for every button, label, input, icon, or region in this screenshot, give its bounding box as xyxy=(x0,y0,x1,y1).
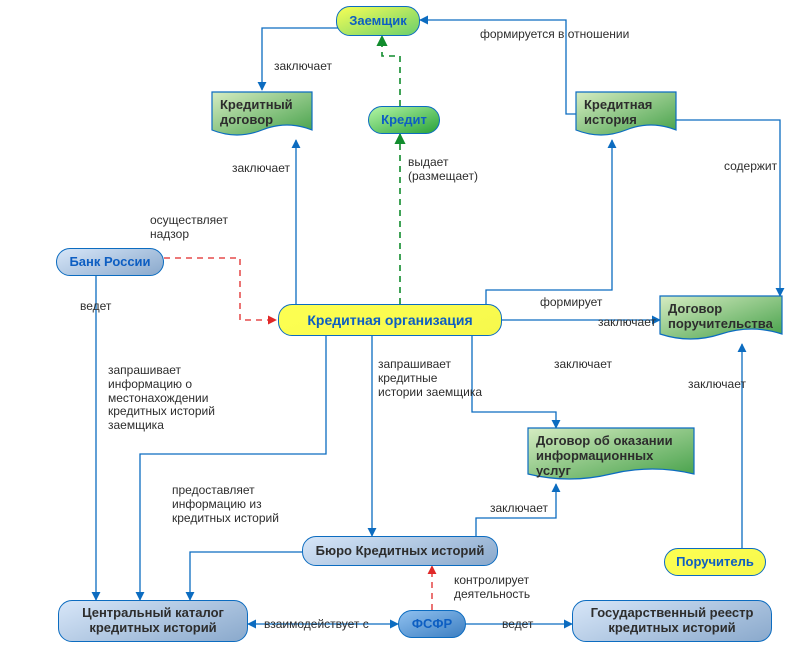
edge-label-fcfr_right-reestr: ведет xyxy=(502,618,533,632)
edge-bki_top-dogovor_info_bot xyxy=(476,484,556,536)
node-credit_org: Кредитная организация xyxy=(278,304,502,336)
edge-label-zaemshchik-dogovor_credit: заключает xyxy=(274,60,332,74)
node-label-catalog: Центральный каталог кредитных историй xyxy=(69,606,237,636)
edge-label-credit_org_bot3-dogovor_info: заключает xyxy=(554,358,612,372)
edge-label-bank_russia_right-credit_org: осуществляет надзор xyxy=(150,214,228,242)
node-label-bank_russia: Банк России xyxy=(67,255,153,270)
node-label-bki: Бюро Кредитных историй xyxy=(313,544,487,559)
node-label-poruchitel: Поручитель xyxy=(675,555,755,570)
edge-credit_org_bot1-catalog xyxy=(140,336,326,600)
node-fcfr: ФСФР xyxy=(398,610,466,638)
edge-label-bki_left-catalog_top: предоставляет информацию из кредитных ис… xyxy=(172,484,279,525)
edge-bki_left-catalog_top xyxy=(190,552,302,600)
edge-label-credit_history_right-dogovor_poruch_top: содержит xyxy=(724,160,777,174)
node-credit_history: Кредитная история xyxy=(576,92,676,140)
edge-zaemshchik_right-credit_history xyxy=(420,20,576,114)
edge-label-bank_russia_bottom-catalog: ведет xyxy=(80,300,111,314)
edge-label-fcfr_top-bki_bot: контролирует деятельность xyxy=(454,574,530,602)
node-poruchitel: Поручитель xyxy=(664,548,766,576)
node-label-reestr: Государственный реестр кредитных историй xyxy=(583,606,761,636)
node-zaemshchik: Заемщик xyxy=(336,6,420,36)
edge-label-credit_org_bot1-catalog: запрашивает информацию о местонахождении… xyxy=(108,364,215,433)
edge-label-credit_org_top1-dogovor_credit: заключает xyxy=(232,162,290,176)
edge-label-credit_org_bot2-bki: запрашивает кредитные истории заемщика xyxy=(378,358,482,399)
edge-credit_top-zaemshchik_bot xyxy=(382,36,400,106)
edge-label-fcfr_left-catalog_right: взаимодействует с xyxy=(264,618,369,632)
diagram-canvas: Заемщик Кредит Банк России Кредитная органи… xyxy=(0,0,809,663)
node-label-zaemshchik: Заемщик xyxy=(347,14,409,29)
node-reestr: Государственный реестр кредитных историй xyxy=(572,600,772,642)
node-label-credit_history: Кредитная история xyxy=(584,97,652,127)
node-label-dogovor_credit: Кредитный договор xyxy=(220,97,293,127)
node-credit: Кредит xyxy=(368,106,440,134)
edge-credit_org_bot3-dogovor_info xyxy=(472,336,556,428)
edge-zaemshchik-dogovor_credit xyxy=(262,28,338,90)
edge-label-poruchitel_top-dogovor_poruch_bot: заключает xyxy=(688,378,746,392)
node-catalog: Центральный каталог кредитных историй xyxy=(58,600,248,642)
edge-credit_history_right-dogovor_poruch_top xyxy=(676,120,780,296)
node-label-credit: Кредит xyxy=(379,113,429,128)
edge-label-credit_org_top2-credit: выдает (размещает) xyxy=(408,156,478,184)
node-dogovor_credit: Кредитный договор xyxy=(212,92,312,140)
edge-label-credit_org_top3-credit_history: формирует xyxy=(540,296,602,310)
node-label-dogovor_poruch: Договор поручительства xyxy=(668,301,773,331)
node-dogovor_info: Договор об оказании информационных услуг xyxy=(528,428,694,484)
node-label-credit_org: Кредитная организация xyxy=(289,312,491,328)
edge-label-bki_top-dogovor_info_bot: заключает xyxy=(490,502,548,516)
node-label-fcfr: ФСФР xyxy=(409,617,455,632)
node-label-dogovor_info: Договор об оказании информационных услуг xyxy=(536,433,673,478)
node-dogovor_poruch: Договор поручительства xyxy=(660,296,782,344)
edge-label-zaemshchik_right-credit_history: формируется в отношении xyxy=(480,28,629,42)
edge-bank_russia_right-credit_org xyxy=(164,258,276,320)
edge-label-credit_org_right-dogovor_poruch: заключает xyxy=(598,316,656,330)
edge-credit_org_top3-credit_history xyxy=(486,140,612,304)
node-bank_russia: Банк России xyxy=(56,248,164,276)
node-bki: Бюро Кредитных историй xyxy=(302,536,498,566)
